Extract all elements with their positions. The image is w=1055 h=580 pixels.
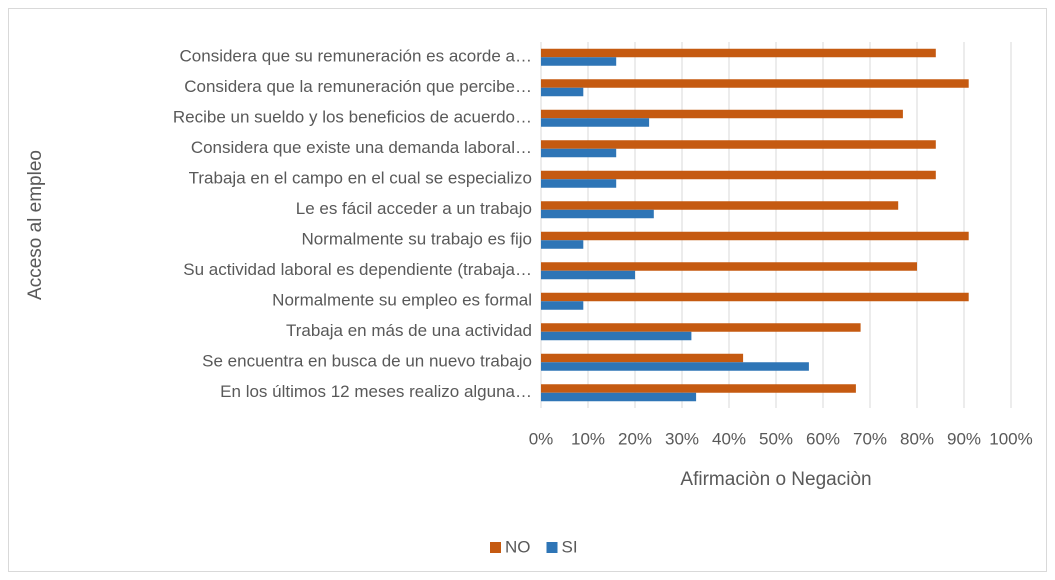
- y-tick-label: Considera que la remuneración que percib…: [184, 77, 532, 96]
- bar: [541, 292, 969, 302]
- x-tick-label: 90%: [947, 429, 981, 448]
- y-tick-label: Trabaja en el campo en el cual se especi…: [189, 169, 532, 188]
- bar: [541, 270, 635, 280]
- x-tick-label: 30%: [665, 429, 699, 448]
- bar: [541, 148, 617, 158]
- x-tick-label: 100%: [989, 429, 1032, 448]
- bar: [541, 109, 903, 119]
- x-tick-label: 70%: [853, 429, 887, 448]
- bar: [541, 384, 856, 393]
- y-tick-label: Normalmente su trabajo es fijo: [301, 230, 532, 249]
- legend-label: SI: [562, 537, 578, 556]
- y-tick-label: Le es fácil acceder a un trabajo: [296, 199, 532, 218]
- bar: [541, 362, 809, 371]
- x-tick-label: 40%: [712, 429, 746, 448]
- legend-swatch: [546, 542, 558, 553]
- x-tick-label: 80%: [900, 429, 934, 448]
- bar: [541, 209, 654, 219]
- bar: [541, 262, 917, 271]
- y-tick-label: Recibe un sueldo y los beneficios de acu…: [173, 108, 532, 127]
- y-tick-label: Considera que existe una demanda laboral…: [191, 138, 532, 157]
- y-tick-label: Considera que su remuneración es acorde …: [180, 47, 532, 66]
- bar: [541, 331, 692, 341]
- legend-label: NO: [505, 537, 531, 556]
- x-axis-title: Afirmaciòn o Negaciòn: [680, 469, 871, 490]
- y-tick-label: Trabaja en más de una actividad: [286, 321, 532, 340]
- x-tick-label: 0%: [529, 429, 554, 448]
- bar: [541, 353, 744, 363]
- x-tick-label: 20%: [618, 429, 652, 448]
- bar: [541, 170, 936, 180]
- legend-swatch: [490, 542, 501, 553]
- bar: [541, 48, 936, 58]
- y-tick-label: En los últimos 12 meses realizo alguna…: [220, 382, 532, 401]
- bar: [541, 79, 969, 88]
- bar: [541, 301, 584, 310]
- bar: [541, 392, 697, 402]
- bar: [541, 201, 899, 210]
- y-axis-title: Acceso al empleo: [25, 150, 46, 300]
- bar: [541, 231, 969, 241]
- bar: [541, 57, 617, 66]
- x-tick-label: 10%: [571, 429, 605, 448]
- bar: [541, 87, 584, 97]
- bar: [541, 118, 650, 127]
- bar: [541, 240, 584, 249]
- chart-frame: [8, 8, 1047, 572]
- y-tick-label: Su actividad laboral es dependiente (tra…: [183, 260, 532, 279]
- y-tick-label: Se encuentra en busca de un nuevo trabaj…: [202, 352, 532, 371]
- bar: [541, 140, 936, 149]
- x-tick-label: 60%: [806, 429, 840, 448]
- bar: [541, 179, 617, 188]
- y-tick-label: Normalmente su empleo es formal: [272, 291, 532, 310]
- bar: [541, 323, 861, 332]
- x-tick-label: 50%: [759, 429, 793, 448]
